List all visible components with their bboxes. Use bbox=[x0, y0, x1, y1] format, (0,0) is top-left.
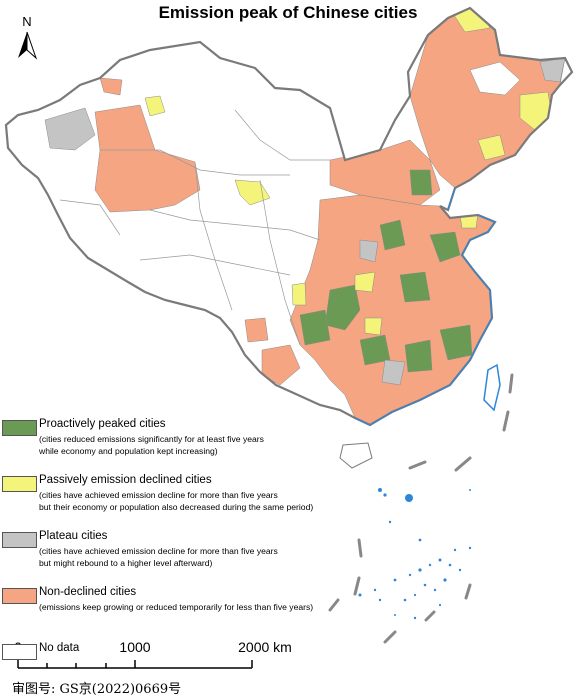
south-sea-islands bbox=[358, 488, 472, 620]
region-central-proactive2 bbox=[299, 309, 331, 346]
legend-swatch-plateau bbox=[2, 532, 37, 548]
legend-label: Non-declined cities bbox=[39, 586, 137, 598]
legend-swatch-no-data bbox=[2, 644, 37, 660]
map-title: Emission peak of Chinese cities bbox=[158, 3, 418, 22]
scale-tick-1000: 1000 bbox=[119, 639, 150, 655]
region-central-passive1 bbox=[354, 271, 376, 293]
legend-item-non-declined: Non-declined cities (emissions keep growi… bbox=[2, 586, 362, 642]
region-southwest-nondeclined bbox=[261, 344, 301, 386]
region-xinjiang-nondeclined bbox=[94, 104, 201, 213]
region-central-plateau1 bbox=[381, 359, 406, 386]
legend-swatch-passive bbox=[2, 476, 37, 492]
legend-label: Passively emission declined cities bbox=[39, 474, 212, 486]
legend-label: Proactively peaked cities bbox=[39, 418, 166, 430]
region-xinjiang-plateau bbox=[44, 107, 96, 151]
taiwan-island bbox=[483, 363, 501, 412]
region-northeast-nodata bbox=[469, 61, 521, 96]
legend-note: (cities have achieved emission decline f… bbox=[39, 490, 314, 512]
legend-item-plateau: Plateau cities (cities have achieved emis… bbox=[2, 530, 362, 586]
legend-note: (cities reduced emissions significantly … bbox=[39, 434, 264, 456]
legend: Proactively peaked cities (cities reduced… bbox=[2, 418, 362, 676]
legend-item-passive: Passively emission declined cities (citie… bbox=[2, 474, 362, 530]
legend-swatch-non-declined bbox=[2, 588, 37, 604]
region-xinjiang-passive bbox=[144, 95, 166, 117]
interior-borders bbox=[59, 109, 330, 346]
legend-note: (cities have achieved emission decline f… bbox=[39, 546, 278, 568]
approval-number: 审图号: GS京(2022)0669号 bbox=[12, 682, 182, 697]
region-central-proactive7 bbox=[359, 334, 391, 366]
legend-label: No data bbox=[39, 642, 80, 654]
region-central-passive3 bbox=[291, 282, 307, 306]
city-regions bbox=[44, 8, 566, 425]
south-china-sea-boundary bbox=[328, 373, 514, 644]
region-central-proactive9 bbox=[404, 339, 433, 373]
region-central-proactive5 bbox=[399, 271, 431, 303]
region-southwest-nondeclined2 bbox=[244, 317, 269, 343]
hainan-island bbox=[339, 442, 373, 469]
legend-item-proactive: Proactively peaked cities (cities reduced… bbox=[2, 418, 362, 474]
legend-label: Plateau cities bbox=[39, 530, 108, 542]
coastline bbox=[354, 187, 496, 426]
region-northeast-passive3 bbox=[477, 134, 506, 161]
north-label: N bbox=[22, 14, 31, 29]
region-xinjiang-nondeclined2 bbox=[99, 77, 123, 96]
region-central-proactive4 bbox=[429, 231, 461, 263]
legend-item-no-data: No data bbox=[2, 642, 362, 676]
scale-tick-2000: 2000 km bbox=[238, 639, 292, 655]
region-central-plateau2 bbox=[359, 239, 379, 263]
region-central-proactive3 bbox=[379, 219, 406, 251]
legend-note: (emissions keep growing or reduced tempo… bbox=[39, 602, 314, 612]
legend-swatch-proactive bbox=[2, 420, 37, 436]
region-central-passive2 bbox=[364, 317, 383, 336]
north-arrow: N bbox=[18, 14, 38, 60]
region-central-proactive8 bbox=[409, 169, 433, 196]
